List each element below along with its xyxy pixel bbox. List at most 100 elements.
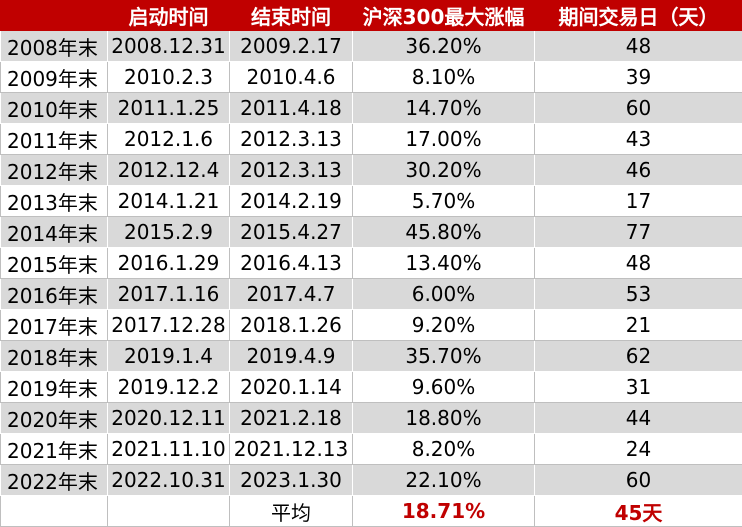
row-year: 2013年末 (1, 186, 108, 217)
row-year: 2010年末 (1, 93, 108, 124)
row-end-date: 2021.2.18 (230, 403, 353, 434)
row-year: 2015年末 (1, 248, 108, 279)
row-end-date: 2016.4.13 (230, 248, 353, 279)
row-trading-days: 44 (535, 403, 742, 434)
row-year: 2011年末 (1, 124, 108, 155)
row-trading-days: 31 (535, 372, 742, 403)
row-trading-days: 43 (535, 124, 742, 155)
row-max-gain: 22.10% (353, 465, 535, 496)
row-start-date: 2014.1.21 (108, 186, 230, 217)
row-trading-days: 21 (535, 310, 742, 341)
row-start-date: 2017.12.28 (108, 310, 230, 341)
row-start-date: 2008.12.31 (108, 31, 230, 62)
row-start-date: 2015.2.9 (108, 217, 230, 248)
row-year: 2017年末 (1, 310, 108, 341)
header-trading-days: 期间交易日（天） (535, 1, 742, 31)
header-year (1, 1, 108, 31)
average-spacer (1, 496, 108, 527)
row-trading-days: 60 (535, 93, 742, 124)
row-year: 2014年末 (1, 217, 108, 248)
row-max-gain: 18.80% (353, 403, 535, 434)
row-end-date: 2010.4.6 (230, 62, 353, 93)
row-start-date: 2010.2.3 (108, 62, 230, 93)
row-max-gain: 6.00% (353, 279, 535, 310)
row-trading-days: 24 (535, 434, 742, 465)
row-start-date: 2021.11.10 (108, 434, 230, 465)
row-trading-days: 53 (535, 279, 742, 310)
row-max-gain: 5.70% (353, 186, 535, 217)
row-end-date: 2015.4.27 (230, 217, 353, 248)
row-end-date: 2012.3.13 (230, 124, 353, 155)
row-trading-days: 46 (535, 155, 742, 186)
header-max-gain: 沪深300最大涨幅 (353, 1, 535, 31)
row-end-date: 2023.1.30 (230, 465, 353, 496)
row-trading-days: 60 (535, 465, 742, 496)
row-start-date: 2020.12.11 (108, 403, 230, 434)
row-max-gain: 45.80% (353, 217, 535, 248)
row-year: 2022年末 (1, 465, 108, 496)
row-end-date: 2017.4.7 (230, 279, 353, 310)
row-year: 2019年末 (1, 372, 108, 403)
row-end-date: 2011.4.18 (230, 93, 353, 124)
row-year: 2009年末 (1, 62, 108, 93)
row-year: 2020年末 (1, 403, 108, 434)
row-end-date: 2018.1.26 (230, 310, 353, 341)
row-max-gain: 8.10% (353, 62, 535, 93)
row-max-gain: 30.20% (353, 155, 535, 186)
row-trading-days: 48 (535, 31, 742, 62)
row-start-date: 2019.12.2 (108, 372, 230, 403)
row-start-date: 2012.12.4 (108, 155, 230, 186)
row-max-gain: 9.20% (353, 310, 535, 341)
row-max-gain: 36.20% (353, 31, 535, 62)
average-label: 平均 (230, 496, 353, 527)
row-end-date: 2012.3.13 (230, 155, 353, 186)
row-year: 2021年末 (1, 434, 108, 465)
row-start-date: 2022.10.31 (108, 465, 230, 496)
row-year: 2016年末 (1, 279, 108, 310)
row-end-date: 2009.2.17 (230, 31, 353, 62)
average-days: 45天 (535, 496, 742, 527)
row-year: 2018年末 (1, 341, 108, 372)
row-end-date: 2014.2.19 (230, 186, 353, 217)
average-row: 平均 18.71% 45天 (1, 496, 742, 527)
row-max-gain: 35.70% (353, 341, 535, 372)
row-trading-days: 77 (535, 217, 742, 248)
row-start-date: 2016.1.29 (108, 248, 230, 279)
row-trading-days: 48 (535, 248, 742, 279)
row-end-date: 2020.1.14 (230, 372, 353, 403)
row-max-gain: 8.20% (353, 434, 535, 465)
row-end-date: 2021.12.13 (230, 434, 353, 465)
row-start-date: 2011.1.25 (108, 93, 230, 124)
row-end-date: 2019.4.9 (230, 341, 353, 372)
row-trading-days: 39 (535, 62, 742, 93)
average-gain: 18.71% (353, 496, 535, 527)
row-trading-days: 17 (535, 186, 742, 217)
row-max-gain: 14.70% (353, 93, 535, 124)
row-year: 2008年末 (1, 31, 108, 62)
row-start-date: 2017.1.16 (108, 279, 230, 310)
average-spacer (108, 496, 230, 527)
row-max-gain: 13.40% (353, 248, 535, 279)
row-start-date: 2019.1.4 (108, 341, 230, 372)
row-year: 2012年末 (1, 155, 108, 186)
row-max-gain: 17.00% (353, 124, 535, 155)
row-trading-days: 62 (535, 341, 742, 372)
header-start-date: 启动时间 (108, 1, 230, 31)
header-end-date: 结束时间 (230, 1, 353, 31)
header-row: 启动时间 结束时间 沪深300最大涨幅 期间交易日（天） (1, 1, 742, 31)
